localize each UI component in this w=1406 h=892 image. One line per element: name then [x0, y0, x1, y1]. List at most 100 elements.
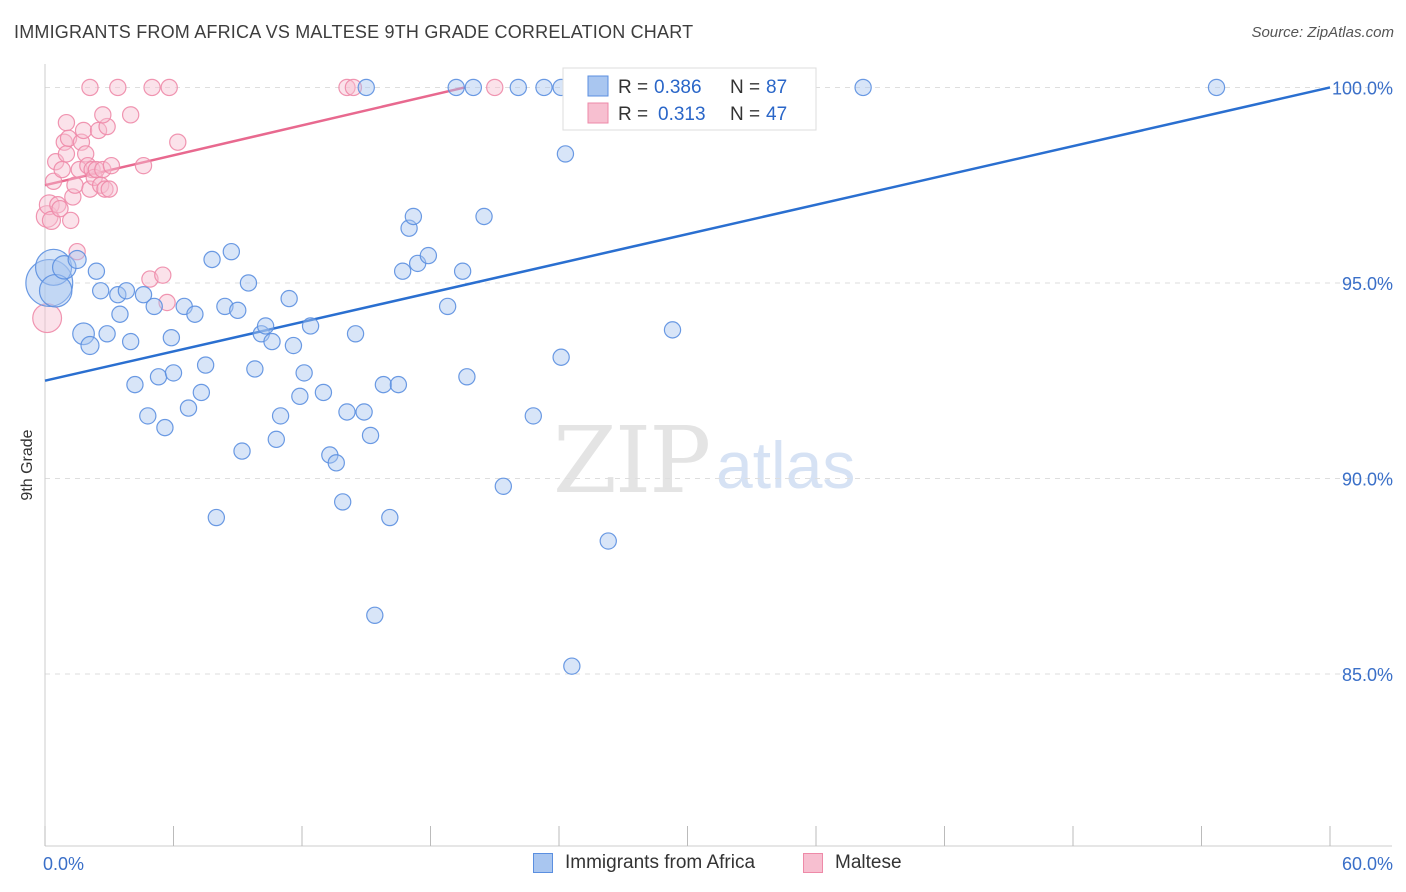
africa-point — [256, 317, 275, 335]
africa-point — [162, 329, 181, 347]
africa-point — [164, 364, 183, 382]
legend-n-label-maltese: N = — [730, 104, 760, 125]
y-tick-label: 85.0% — [1342, 665, 1393, 685]
africa-point — [389, 375, 408, 394]
watermark: ZIP atlas — [553, 407, 855, 514]
maltese-point — [160, 78, 178, 97]
series-legend-swatch-maltese — [803, 853, 823, 873]
maltese-point — [74, 121, 93, 140]
africa-point — [346, 325, 365, 343]
africa-point — [301, 317, 320, 335]
africa-point — [192, 383, 211, 402]
maltese-point — [53, 160, 71, 179]
africa-point — [524, 407, 543, 425]
africa-point — [72, 322, 95, 346]
x-tick-label: 0.0% — [43, 854, 84, 874]
africa-point — [453, 262, 472, 280]
africa-point — [186, 305, 204, 323]
africa-point — [203, 250, 221, 269]
africa-point — [494, 477, 513, 495]
maltese-point — [338, 78, 356, 97]
africa-point — [139, 407, 157, 425]
legend-n-value-maltese: 47 — [766, 104, 787, 125]
legend-r-value-maltese: 0.313 — [658, 104, 706, 125]
maltese-point — [94, 160, 112, 179]
africa-point — [509, 78, 528, 97]
series-legend-label-maltese: Maltese — [835, 852, 902, 873]
series-legend-item-africa: Immigrants from Africa — [533, 852, 755, 874]
africa-point — [126, 375, 144, 394]
africa-point — [51, 255, 77, 280]
maltese-point — [66, 176, 84, 194]
data-points — [25, 78, 1226, 675]
africa-point — [381, 508, 399, 527]
africa-point — [338, 403, 356, 421]
maltese-point — [154, 266, 172, 284]
maltese-point — [169, 133, 187, 151]
y-tick-label: 90.0% — [1342, 469, 1393, 489]
gridlines — [45, 86, 1392, 675]
africa-point — [239, 274, 258, 292]
africa-point — [854, 78, 872, 97]
legend-r-label-maltese: R = — [618, 104, 648, 125]
africa-point — [246, 360, 264, 378]
maltese-point — [141, 270, 159, 288]
africa-point — [134, 285, 153, 304]
africa-point — [663, 321, 682, 339]
maltese-point — [57, 113, 76, 132]
africa-point — [355, 403, 373, 421]
africa-trend-line — [44, 86, 1331, 382]
maltese-point — [109, 78, 127, 97]
africa-point — [535, 78, 553, 97]
africa-point — [327, 454, 345, 472]
africa-point — [263, 332, 281, 351]
africa-point — [156, 418, 174, 437]
africa-point — [599, 532, 617, 550]
africa-point — [419, 246, 438, 265]
africa-point — [98, 325, 116, 343]
series-legend-swatch-africa — [533, 853, 553, 873]
africa-point — [111, 305, 129, 323]
africa-point — [222, 242, 241, 261]
africa-point — [314, 383, 333, 402]
africa-point — [267, 430, 285, 449]
africa-point — [38, 273, 73, 308]
maltese-point — [344, 78, 363, 97]
stats-legend: R = 0.386 N = 87 R = 0.313 N = 47 — [562, 67, 817, 131]
chart-source: Source: ZipAtlas.com — [1251, 24, 1394, 41]
maltese-point — [121, 106, 140, 124]
watermark-zip: ZIP — [553, 407, 709, 514]
maltese-point — [57, 145, 76, 163]
legend-r-value-africa: 0.386 — [654, 77, 702, 98]
africa-point — [458, 368, 476, 386]
africa-point — [149, 368, 168, 386]
africa-point — [404, 207, 423, 226]
africa-point — [361, 426, 380, 445]
maltese-point — [134, 156, 153, 175]
maltese-point — [102, 156, 121, 175]
series-legend-item-maltese: Maltese — [803, 852, 902, 874]
africa-point — [233, 442, 251, 460]
maltese-point — [68, 242, 86, 261]
africa-point — [1207, 78, 1226, 97]
africa-point — [438, 297, 457, 316]
maltese-point — [61, 211, 80, 230]
africa-point — [366, 606, 384, 625]
africa-point — [280, 289, 298, 308]
maltese-point — [51, 199, 69, 218]
africa-point — [393, 262, 412, 280]
chart-title: IMMIGRANTS FROM AFRICA VS MALTESE 9TH GR… — [14, 22, 694, 42]
maltese-point — [96, 180, 114, 198]
africa-point — [475, 207, 493, 226]
africa-point — [357, 78, 375, 97]
africa-point — [284, 336, 303, 355]
africa-point — [563, 657, 581, 675]
africa-point — [333, 493, 352, 511]
legend-swatch-maltese — [587, 102, 609, 124]
legend-swatch-africa — [587, 75, 609, 97]
africa-point — [117, 282, 136, 300]
africa-point — [216, 297, 234, 316]
africa-point — [291, 387, 309, 406]
africa-point — [552, 348, 570, 366]
